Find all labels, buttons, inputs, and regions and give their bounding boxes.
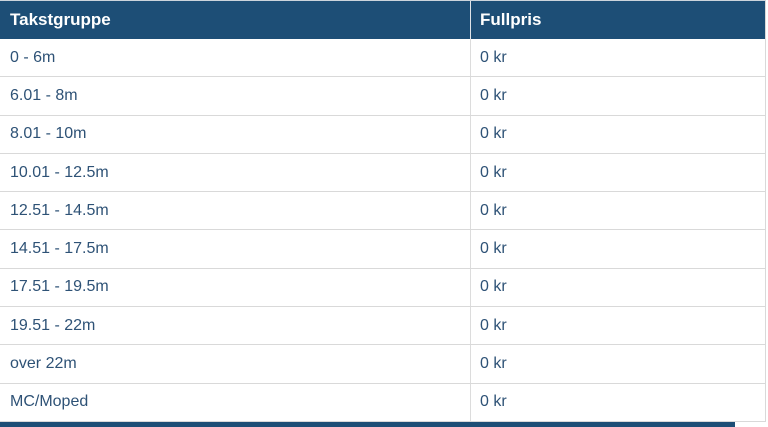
cell-takstgruppe: 8.01 - 10m: [10, 125, 87, 143]
table-row: 14.51 - 17.5m 0 kr: [0, 230, 765, 269]
cell-takstgruppe: 10.01 - 12.5m: [10, 163, 109, 181]
cell-takstgruppe: 17.51 - 19.5m: [10, 278, 109, 296]
cell-takstgruppe: 12.51 - 14.5m: [10, 201, 109, 219]
table-row: 0 - 6m 0 kr: [0, 39, 765, 78]
column-header-fullpris: Fullpris: [470, 1, 765, 39]
cell-takstgruppe: 19.51 - 22m: [10, 316, 96, 334]
table-row: 10.01 - 12.5m 0 kr: [0, 153, 765, 193]
table-row: MC/Moped 0 kr: [0, 383, 765, 422]
next-table-header-strip: [0, 422, 735, 427]
cell-takstgruppe: 6.01 - 8m: [10, 86, 78, 104]
table-row: 8.01 - 10m 0 kr: [0, 115, 765, 154]
cell-takstgruppe: MC/Moped: [10, 393, 89, 411]
table-row: 17.51 - 19.5m 0 kr: [0, 268, 765, 308]
cell-fullpris: 0 kr: [470, 153, 765, 192]
cell-takstgruppe: 14.51 - 17.5m: [10, 240, 109, 258]
cell-fullpris: 0 kr: [470, 383, 765, 421]
cell-fullpris: 0 kr: [470, 77, 765, 115]
cell-fullpris: 0 kr: [470, 115, 765, 153]
cell-takstgruppe: over 22m: [10, 355, 77, 373]
cell-fullpris: 0 kr: [470, 307, 765, 345]
cell-fullpris: 0 kr: [470, 345, 765, 383]
table-row: 19.51 - 22m 0 kr: [0, 307, 765, 346]
table-header-row: Takstgruppe Fullpris: [0, 1, 765, 39]
cell-fullpris: 0 kr: [470, 268, 765, 307]
column-header-takstgruppe: Takstgruppe: [10, 10, 111, 29]
table-row: over 22m 0 kr: [0, 345, 765, 384]
cell-fullpris: 0 kr: [470, 39, 765, 77]
cell-takstgruppe: 0 - 6m: [10, 48, 56, 66]
cell-fullpris: 0 kr: [470, 192, 765, 230]
table-row: 6.01 - 8m 0 kr: [0, 77, 765, 116]
cell-fullpris: 0 kr: [470, 230, 765, 268]
table-row: 12.51 - 14.5m 0 kr: [0, 192, 765, 231]
